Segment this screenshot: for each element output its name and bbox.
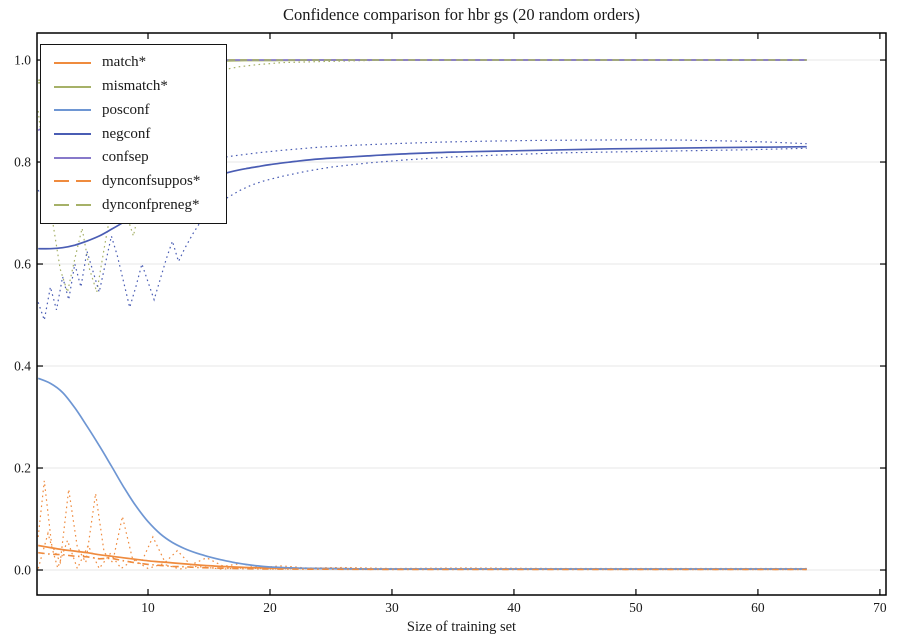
y-tick-label: 0.6 (14, 257, 31, 272)
y-tick-label: 0.0 (14, 563, 31, 578)
legend-swatch-solid (54, 156, 91, 159)
x-tick-label: 20 (263, 600, 277, 615)
series-negconf (38, 145, 807, 250)
x-tick-label: 30 (385, 600, 399, 615)
series-band-match-std (37, 480, 807, 570)
legend-swatch-solid (54, 133, 91, 136)
legend-swatch-solid (54, 85, 91, 88)
y-tick-label: 0.8 (14, 155, 31, 170)
y-tick-label: 1.0 (14, 53, 31, 68)
legend-item-dynconfsuppos: dynconfsuppos* (41, 170, 226, 194)
x-tick-label: 70 (873, 600, 887, 615)
y-tick-label: 0.2 (14, 461, 31, 476)
legend-label: confsep (102, 149, 149, 166)
legend-swatch-dashed (54, 180, 91, 183)
legend-item-match: match* (41, 51, 226, 75)
x-tick-label: 10 (141, 600, 155, 615)
legend-label: posconf (102, 101, 150, 118)
legend-swatch-dashed (54, 204, 91, 207)
legend-item-negconf: negconf (41, 122, 226, 146)
legend-swatch-solid (54, 109, 91, 112)
chart-title: Confidence comparison for hbr gs (20 ran… (283, 5, 640, 24)
legend-item-dynconfpreneg: dynconfpreneg* (41, 193, 226, 217)
x-tick-label: 40 (507, 600, 521, 615)
axes-frame (36, 32, 887, 596)
series-posconf (37, 377, 807, 570)
legend-item-mismatch: mismatch* (41, 75, 226, 99)
x-tick-label: 60 (751, 600, 765, 615)
legend-label: dynconfsuppos* (102, 172, 201, 189)
legend-label: dynconfpreneg* (102, 196, 200, 213)
legend-item-posconf: posconf (41, 98, 226, 122)
series-band-mismatch-std (37, 59, 807, 295)
series-dynconfsuppos (38, 551, 807, 571)
legend: match* mismatch* posconf negconf confsep dync… (40, 44, 227, 224)
legend-label: match* (102, 54, 147, 71)
legend-swatch-solid (54, 61, 91, 64)
series-dynconfpreneg (38, 59, 807, 82)
x-tick-label: 50 (629, 600, 643, 615)
y-tick-label: 0.4 (14, 359, 31, 374)
x-axis-label: Size of training set (406, 619, 517, 635)
legend-label: negconf (102, 125, 151, 142)
legend-item-confsep: confsep (41, 146, 226, 170)
legend-label: mismatch* (102, 78, 168, 95)
